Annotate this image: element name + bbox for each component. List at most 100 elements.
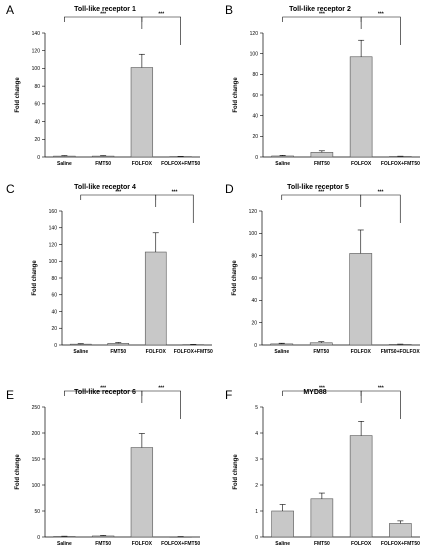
chart-title: Toll-like receptor 2 — [289, 6, 351, 13]
category-label: FMT50 — [314, 161, 330, 167]
y-tick-label: 100 — [49, 259, 58, 265]
category-label: FOLFOX+FMT50 — [174, 349, 213, 355]
y-tick-label: 140 — [32, 31, 41, 37]
bar — [389, 523, 412, 538]
chart-panel-a: A Toll-like receptor 1 Fold change 0 20 40 60 8… — [6, 3, 200, 167]
y-tick-label: 4 — [255, 431, 258, 437]
category-label: Saline — [274, 349, 289, 355]
y-tick-label: 20 — [51, 326, 57, 332]
y-tick-label: 0 — [37, 155, 40, 161]
y-tick-label: 100 — [250, 51, 259, 57]
significance-bracket — [80, 194, 157, 207]
category-label: Saline — [275, 541, 290, 547]
chart-title: Toll-like receptor 6 — [74, 389, 136, 396]
bar — [270, 343, 294, 346]
bar — [144, 251, 167, 346]
bar — [310, 498, 334, 538]
y-axis-label: Fold change — [32, 260, 38, 296]
y-tick-label: 5 — [255, 405, 258, 411]
category-label: FMT50 — [314, 541, 330, 547]
chart-title: Toll-like receptor 4 — [74, 184, 136, 191]
chart-panel-e: E Toll-like receptor 6 Fold change 0 50 100 15… — [6, 386, 200, 548]
y-tick-label: 20 — [251, 320, 257, 326]
bar — [69, 343, 92, 346]
category-label: FMT50 — [110, 349, 126, 355]
chart-title: Toll-like receptor 5 — [287, 184, 349, 191]
bar — [271, 155, 294, 158]
y-tick-label: 0 — [255, 535, 258, 541]
y-tick-label: 0 — [54, 343, 57, 349]
significance-bracket — [141, 16, 181, 45]
category-label: FMT50+FOLFOX — [381, 349, 421, 355]
chart-panel-b: B Toll-like receptor 2 Fold change 0 20 40 60 8… — [225, 3, 420, 167]
category-label: FOLFOX — [132, 541, 153, 547]
category-label: FOLFOX — [351, 161, 372, 167]
y-tick-label: 50 — [34, 509, 40, 515]
bar — [130, 67, 154, 158]
significance-bracket — [141, 390, 181, 419]
y-tick-label: 40 — [251, 298, 257, 304]
y-tick-label: 0 — [255, 155, 258, 161]
y-tick-label: 140 — [49, 226, 58, 232]
category-label: FMT50 — [95, 161, 111, 167]
chart-title: Toll-like receptor 1 — [74, 6, 136, 13]
y-axis-label: Fold change — [15, 454, 21, 490]
bar — [349, 56, 373, 158]
bar — [182, 344, 205, 346]
category-label: FOLFOX+FMT50 — [161, 161, 200, 167]
significance-bracket — [64, 390, 143, 403]
y-tick-label: 80 — [51, 276, 57, 282]
y-tick-label: 100 — [249, 231, 258, 237]
significance-bracket — [282, 16, 362, 29]
y-tick-label: 60 — [51, 293, 57, 299]
category-label: FOLFOX+FMT50 — [161, 541, 200, 547]
panel-letter: E — [6, 388, 14, 402]
category-label: FOLFOX — [146, 349, 167, 355]
significance-bracket — [360, 390, 401, 419]
significance-label: *** — [378, 12, 384, 18]
significance-label: *** — [172, 190, 178, 196]
significance-bracket — [281, 194, 362, 207]
y-tick-label: 150 — [32, 457, 41, 463]
y-tick-label: 20 — [34, 137, 40, 143]
y-tick-label: 40 — [51, 309, 57, 315]
bar — [310, 152, 334, 158]
category-label: FOLFOX — [351, 541, 372, 547]
y-axis-label: Fold change — [233, 454, 239, 490]
category-label: FOLFOX+FMT50 — [381, 541, 420, 547]
bar — [53, 155, 76, 158]
y-tick-label: 160 — [49, 209, 58, 215]
category-label: Saline — [73, 349, 88, 355]
y-tick-label: 120 — [32, 49, 41, 55]
y-tick-label: 250 — [32, 405, 41, 411]
category-label: FMT50 — [95, 541, 111, 547]
y-tick-label: 60 — [34, 102, 40, 108]
y-tick-label: 3 — [255, 457, 258, 463]
y-tick-label: 1 — [255, 509, 258, 515]
y-tick-label: 40 — [252, 113, 258, 119]
category-label: FOLFOX+FMT50 — [381, 161, 420, 167]
bar — [53, 536, 76, 538]
category-label: Saline — [275, 161, 290, 167]
significance-label: *** — [115, 190, 121, 196]
bar — [91, 535, 115, 538]
y-tick-label: 2 — [255, 483, 258, 489]
category-label: FMT50 — [313, 349, 329, 355]
y-tick-label: 120 — [250, 31, 259, 37]
panel-letter: F — [225, 388, 232, 402]
significance-bracket — [155, 194, 194, 223]
panel-letter: A — [6, 3, 14, 17]
significance-label: *** — [158, 386, 164, 392]
y-axis-label: Fold change — [15, 77, 21, 113]
y-tick-label: 120 — [49, 242, 58, 248]
y-tick-label: 60 — [251, 276, 257, 282]
chart-panel-f: F MYD88 Fold change 0 1 2 3 4 5 Saline FMT50 FOLFOX… — [225, 386, 420, 548]
significance-bracket — [360, 16, 401, 45]
y-tick-label: 60 — [252, 93, 258, 99]
bar — [349, 253, 373, 346]
bar — [349, 435, 373, 538]
bar — [388, 344, 412, 346]
y-tick-label: 0 — [254, 343, 257, 349]
category-label: FOLFOX — [351, 349, 372, 355]
